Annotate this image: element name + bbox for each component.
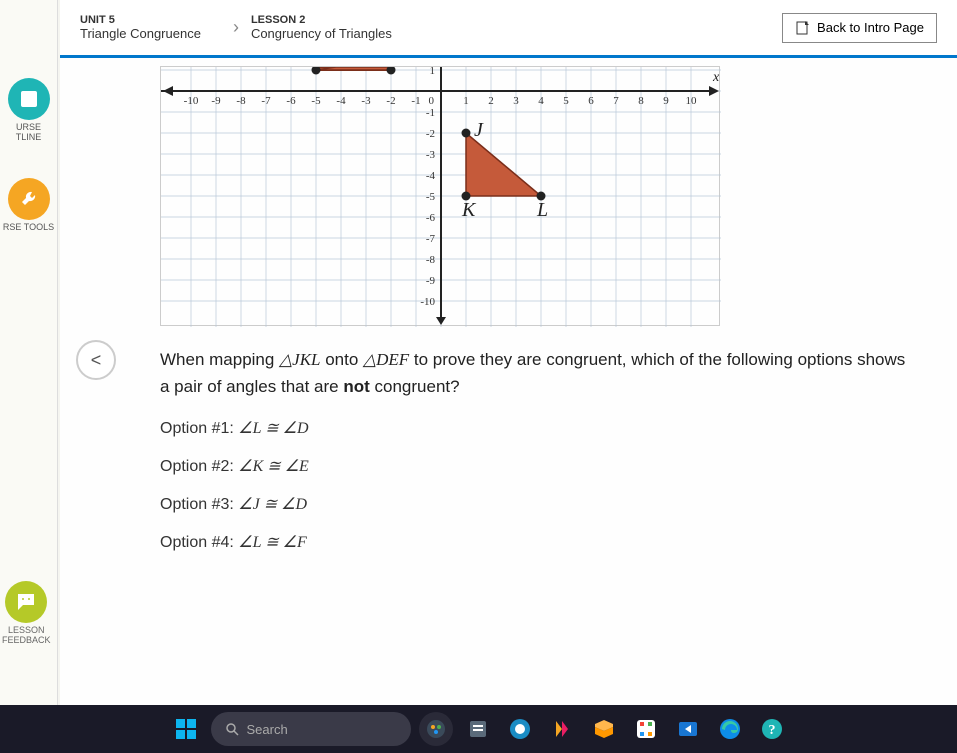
svg-text:L: L (536, 199, 548, 221)
q-tri1: △JKL (279, 350, 320, 369)
svg-text:-9: -9 (211, 95, 221, 107)
lesson-title: Congruency of Triangles (251, 26, 392, 41)
svg-text:2: 2 (488, 95, 494, 107)
lesson-label: LESSON 2 (251, 14, 392, 26)
svg-text:J: J (474, 119, 484, 141)
start-button[interactable] (169, 712, 203, 746)
prev-button[interactable]: < (76, 340, 116, 380)
content-area: -10 -9 -8 -7 -6 -5 -4 -3 -2 -1 1 2 3 4 5 6 7 8 9 10 1 -1 -2 -3 -… (60, 58, 957, 705)
q-mid: onto (321, 350, 364, 369)
svg-text:-7: -7 (261, 95, 271, 107)
svg-text:-2: -2 (426, 128, 435, 140)
option-label: Option #1: (160, 420, 238, 437)
svg-text:?: ? (768, 723, 775, 738)
feedback-icon (5, 581, 47, 623)
svg-text:6: 6 (588, 95, 594, 107)
option-1[interactable]: Option #1: ∠L ≅ ∠D (160, 418, 917, 438)
option-label: Option #3: (160, 496, 238, 513)
taskbar-app-icon[interactable] (419, 712, 453, 746)
svg-text:D: D (307, 67, 323, 69)
q-prefix: When mapping (160, 350, 279, 369)
back-to-intro-button[interactable]: Back to Intro Page (782, 13, 937, 43)
svg-text:9: 9 (663, 95, 669, 107)
option-3[interactable]: Option #3: ∠J ≅ ∠D (160, 494, 917, 514)
rail-course-outline[interactable]: URSE TLINE (0, 70, 57, 150)
svg-text:-6: -6 (286, 95, 296, 107)
taskbar-app-icon[interactable] (671, 712, 705, 746)
lesson-block: LESSON 2 Congruency of Triangles (251, 14, 392, 41)
question-text: When mapping △JKL onto △DEF to prove the… (160, 346, 917, 400)
lesson-header: UNIT 5 Triangle Congruence › LESSON 2 Co… (60, 0, 957, 58)
svg-text:-4: -4 (426, 170, 436, 182)
feedback-label: FEEDBACK (2, 635, 51, 645)
taskbar-app-icon[interactable]: ? (755, 712, 789, 746)
svg-text:1: 1 (463, 95, 469, 107)
svg-text:7: 7 (613, 95, 619, 107)
taskbar-edge-icon[interactable] (713, 712, 747, 746)
wrench-icon (8, 178, 50, 220)
svg-text:-6: -6 (426, 212, 436, 224)
svg-text:x: x (712, 70, 720, 85)
svg-text:-3: -3 (361, 95, 371, 107)
svg-text:-10: -10 (184, 95, 199, 107)
svg-text:-8: -8 (236, 95, 246, 107)
svg-text:E: E (396, 67, 409, 69)
svg-text:-7: -7 (426, 233, 436, 245)
taskbar-app-icon[interactable] (503, 712, 537, 746)
rail-tools[interactable]: RSE TOOLS (0, 170, 57, 240)
rail-label: URSE (16, 122, 41, 132)
svg-text:-1: -1 (426, 107, 435, 119)
taskbar-app-icon[interactable] (545, 712, 579, 746)
svg-text:5: 5 (563, 95, 569, 107)
option-4[interactable]: Option #4: ∠L ≅ ∠F (160, 532, 917, 552)
svg-text:1: 1 (430, 67, 436, 77)
svg-text:3: 3 (513, 95, 519, 107)
svg-text:-9: -9 (426, 275, 436, 287)
taskbar-search[interactable]: Search (211, 712, 411, 746)
svg-text:-1: -1 (411, 95, 420, 107)
coordinate-graph: -10 -9 -8 -7 -6 -5 -4 -3 -2 -1 1 2 3 4 5 6 7 8 9 10 1 -1 -2 -3 -… (160, 66, 720, 326)
svg-text:K: K (461, 199, 477, 221)
svg-text:-4: -4 (336, 95, 346, 107)
svg-text:4: 4 (538, 95, 544, 107)
option-label: Option #2: (160, 458, 238, 475)
unit-block: UNIT 5 Triangle Congruence (80, 14, 201, 41)
q-tri2: △DEF (363, 350, 409, 369)
option-math: ∠L ≅ ∠F (238, 534, 306, 551)
taskbar-app-icon[interactable] (587, 712, 621, 746)
rail-label: RSE TOOLS (3, 222, 54, 232)
option-math: ∠L ≅ ∠D (238, 420, 308, 437)
taskbar-app-icon[interactable] (461, 712, 495, 746)
back-label: Back to Intro Page (817, 20, 924, 35)
svg-text:8: 8 (638, 95, 644, 107)
svg-text:0: 0 (429, 95, 435, 107)
svg-text:-10: -10 (420, 296, 435, 308)
feedback-label: LESSON (8, 625, 45, 635)
unit-label: UNIT 5 (80, 14, 201, 26)
chevron-left-icon: < (91, 350, 102, 371)
option-math: ∠K ≅ ∠E (238, 458, 309, 475)
search-icon (225, 722, 239, 736)
search-placeholder: Search (247, 722, 288, 737)
unit-title: Triangle Congruence (80, 26, 201, 41)
svg-text:-5: -5 (311, 95, 321, 107)
outline-icon (8, 78, 50, 120)
q-suf2: congruent? (370, 377, 460, 396)
windows-taskbar: Search ? (0, 705, 957, 753)
q-bold: not (343, 377, 369, 396)
option-math: ∠J ≅ ∠D (238, 496, 307, 513)
lesson-feedback[interactable]: LESSON FEEDBACK (2, 581, 51, 645)
app-screen: URSE TLINE RSE TOOLS LESSON FEEDBACK UNI… (0, 0, 957, 705)
svg-text:-8: -8 (426, 254, 436, 266)
svg-text:-2: -2 (386, 95, 395, 107)
svg-text:10: 10 (686, 95, 698, 107)
svg-text:-5: -5 (426, 191, 436, 203)
rail-label: TLINE (16, 132, 42, 142)
chevron-right-icon: › (233, 17, 239, 38)
svg-text:-3: -3 (426, 149, 436, 161)
taskbar-app-icon[interactable] (629, 712, 663, 746)
option-2[interactable]: Option #2: ∠K ≅ ∠E (160, 456, 917, 476)
document-icon (795, 20, 811, 36)
option-label: Option #4: (160, 534, 238, 551)
